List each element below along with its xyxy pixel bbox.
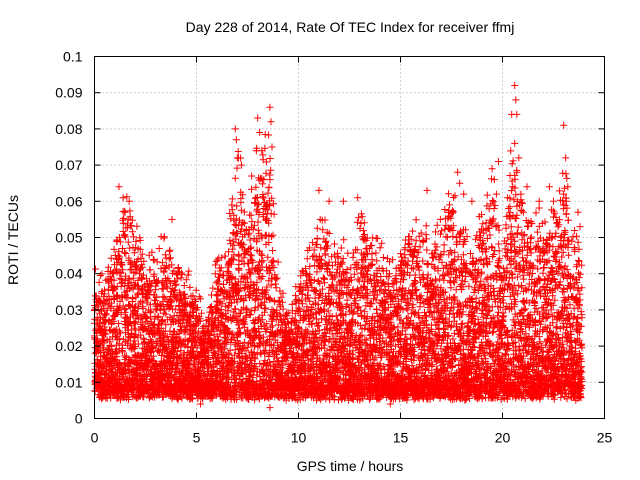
- scatter-point: [232, 136, 240, 144]
- x-tick-label: 15: [393, 430, 409, 446]
- y-tick-label: 0.01: [55, 374, 82, 390]
- y-tick-labels: 0 0.01 0.02 0.03 0.04 0.05 0.06 0.07 0.08 0.09 0.1: [55, 49, 82, 427]
- y-tick-label: 0.07: [55, 157, 82, 173]
- scatter-point: [509, 183, 517, 191]
- scatter-point: [513, 168, 521, 176]
- scatter-point: [505, 205, 513, 212]
- scatter-points-group: [395, 250, 405, 403]
- scatter-point: [231, 125, 239, 133]
- scatter-point: [268, 143, 276, 151]
- scatter-point: [517, 190, 525, 198]
- scatter-point: [258, 147, 266, 155]
- scatter-point: [254, 114, 262, 122]
- scatter-points-group: [485, 205, 495, 402]
- scatter-point: [494, 158, 502, 165]
- scatter-point: [460, 190, 468, 198]
- scatter-point: [339, 197, 347, 205]
- scatter-point: [513, 110, 521, 118]
- scatter-point: [260, 176, 268, 184]
- x-tick-label: 0: [91, 430, 99, 446]
- y-tick-label: 0.1: [63, 49, 83, 65]
- scatter-points-group: [401, 236, 411, 404]
- scatter-point: [266, 103, 274, 111]
- scatter-point: [115, 183, 123, 191]
- scatter-point: [535, 197, 543, 205]
- scatter-point: [266, 404, 274, 412]
- scatter-point: [574, 208, 582, 216]
- y-tick-label: 0.05: [55, 230, 82, 246]
- scatter-point: [490, 176, 498, 184]
- scatter-point: [550, 197, 557, 205]
- scatter-point: [560, 190, 568, 198]
- data-points: [91, 82, 586, 412]
- scatter-point: [511, 82, 519, 89]
- scatter-point: [423, 186, 431, 194]
- scatter-point: [515, 154, 523, 162]
- axis-ticks: [94, 56, 605, 419]
- scatter-point: [386, 400, 394, 408]
- scatter-points-group: [576, 261, 586, 402]
- scatter-point: [354, 194, 362, 202]
- y-tick-label: 0: [75, 411, 83, 427]
- scatter-point: [168, 215, 176, 223]
- scatter-point: [545, 183, 553, 191]
- x-tick-label: 25: [597, 430, 613, 446]
- scatter-point: [492, 190, 500, 198]
- scatter-point: [248, 172, 256, 180]
- y-tick-label: 0.08: [55, 121, 82, 137]
- scatter-points-group: [166, 246, 176, 400]
- x-tick-label: 10: [291, 430, 307, 446]
- scatter-point: [512, 96, 520, 104]
- scatter-point: [267, 118, 275, 126]
- scatter-point: [315, 186, 323, 194]
- scatter-point: [256, 129, 264, 136]
- scatter-point: [560, 121, 568, 129]
- scatter-point: [523, 183, 531, 191]
- scatter-point: [125, 197, 133, 205]
- y-tick-label: 0.09: [55, 85, 82, 101]
- y-tick-label: 0.04: [55, 266, 82, 282]
- y-tick-label: 0.03: [55, 302, 82, 318]
- scatter-point: [454, 168, 462, 176]
- y-tick-label: 0.02: [55, 338, 82, 354]
- scatter-point: [564, 183, 572, 191]
- scatter-points-group: [538, 219, 547, 400]
- scatter-point: [119, 194, 127, 202]
- scatter-point: [260, 205, 268, 212]
- x-tick-label: 20: [495, 430, 511, 446]
- scatter-point: [456, 179, 464, 187]
- scatter-point: [562, 154, 570, 162]
- scatter-point: [197, 400, 205, 408]
- x-tick-labels: 0 5 10 15 20 25: [91, 430, 613, 446]
- scatter-point: [468, 197, 476, 205]
- scatter-point: [576, 223, 584, 231]
- scatter-points-group: [310, 246, 320, 399]
- x-axis-label: GPS time / hours: [297, 458, 404, 474]
- chart-title: Day 228 of 2014, Rate Of TEC Index for r…: [186, 19, 515, 35]
- x-tick-label: 5: [193, 430, 201, 446]
- y-axis-label: ROTI / TECUs: [5, 195, 21, 285]
- scatter-point: [511, 139, 519, 147]
- scatter-point: [237, 161, 245, 169]
- scatter-point: [325, 197, 333, 205]
- y-tick-label: 0.06: [55, 193, 82, 209]
- scatter-point: [233, 154, 241, 162]
